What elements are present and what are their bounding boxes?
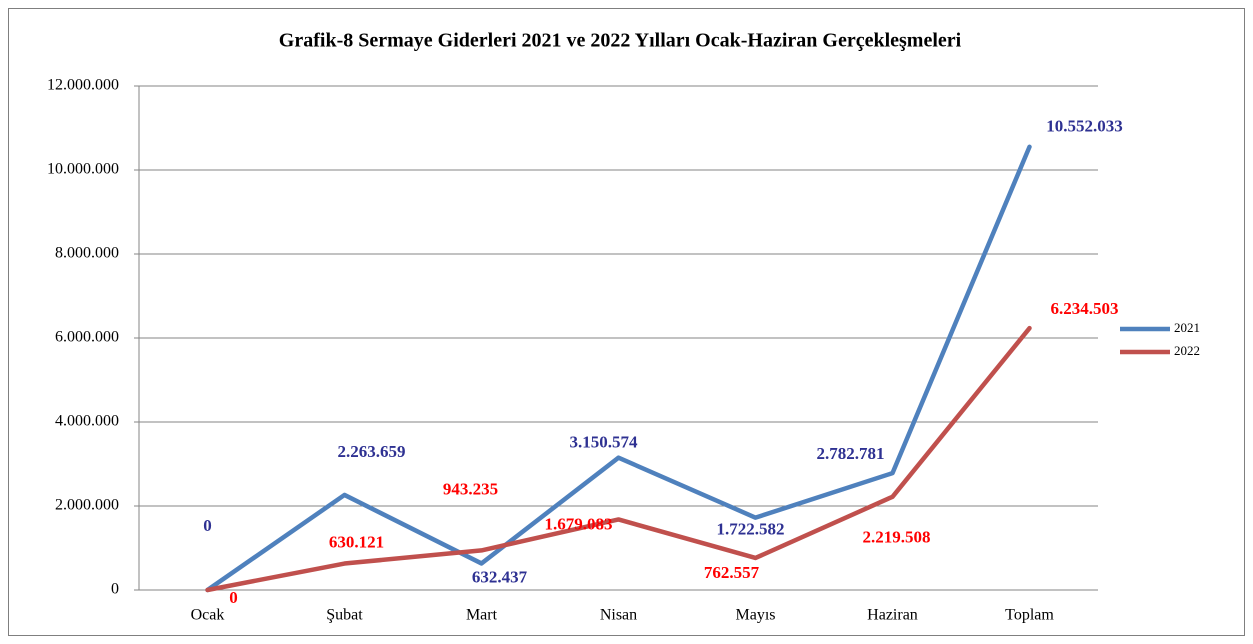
data-label: 762.557 — [704, 563, 760, 582]
x-tick-label: Haziran — [867, 607, 918, 624]
x-tick-label: Mart — [466, 607, 498, 624]
legend-label: 2022 — [1174, 343, 1200, 358]
chart-frame — [8, 8, 1245, 636]
data-label: 0 — [229, 588, 238, 607]
data-label: 2.219.508 — [863, 528, 931, 547]
y-tick-label: 12.000.000 — [47, 77, 119, 94]
y-tick-label: 0 — [111, 581, 119, 598]
x-tick-label: Şubat — [326, 607, 363, 624]
data-label: 943.235 — [443, 479, 498, 498]
data-label: 630.121 — [329, 532, 384, 551]
data-label: 1.722.582 — [717, 520, 785, 539]
y-tick-label: 10.000.000 — [47, 161, 119, 178]
x-tick-label: Nisan — [600, 607, 637, 624]
data-label: 1.679.083 — [545, 514, 613, 533]
data-label: 2.263.659 — [338, 442, 406, 461]
y-tick-label: 4.000.000 — [55, 413, 119, 430]
legend-label: 2021 — [1174, 320, 1200, 335]
data-label: 2.782.781 — [817, 444, 885, 463]
y-tick-label: 8.000.000 — [55, 245, 119, 262]
x-tick-label: Mayıs — [736, 607, 776, 624]
data-label: 0 — [203, 516, 212, 535]
series-line — [205, 144, 1032, 593]
y-tick-label: 6.000.000 — [55, 329, 119, 346]
y-tick-label: 2.000.000 — [55, 497, 119, 514]
series-line — [205, 325, 1032, 593]
data-label: 6.234.503 — [1051, 299, 1119, 318]
x-tick-label: Toplam — [1005, 607, 1054, 624]
data-label: 10.552.033 — [1046, 117, 1123, 136]
data-label: 3.150.574 — [570, 433, 639, 452]
data-label: 632.437 — [472, 567, 528, 586]
x-tick-label: Ocak — [191, 607, 225, 624]
chart-title: Grafik-8 Sermaye Giderleri 2021 ve 2022 … — [279, 30, 962, 52]
